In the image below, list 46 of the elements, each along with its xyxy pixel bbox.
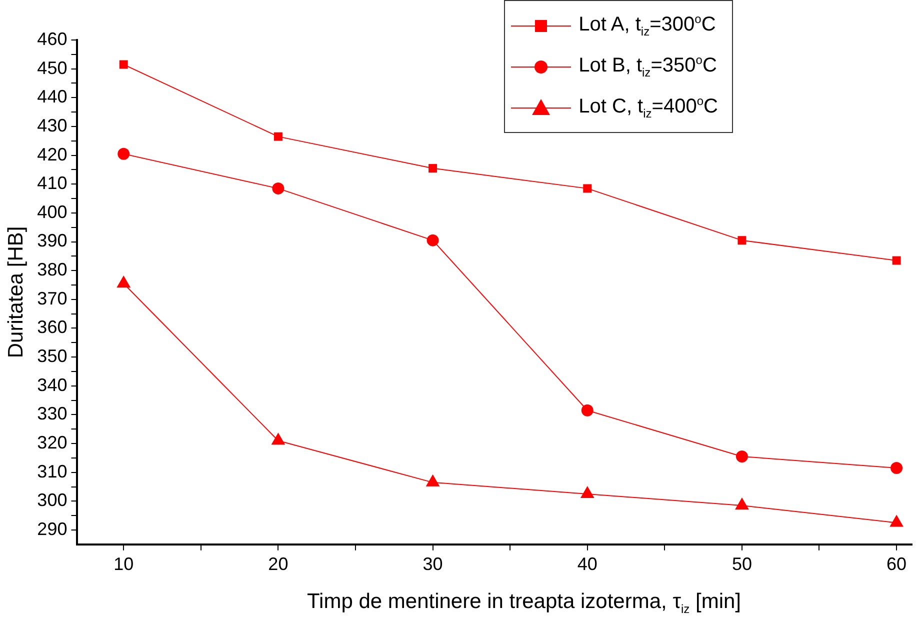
x-tick-label: 10 (114, 554, 134, 574)
y-tick-label: 290 (37, 518, 68, 539)
point (119, 60, 128, 69)
y-tick-label: 430 (37, 115, 68, 136)
y-tick-label: 410 (37, 173, 68, 194)
x-axis-title: Timp de mentinere in treapta izoterma, τ$_{iz}$ [min] (306, 590, 742, 616)
y-tick-label: 400 (37, 202, 68, 222)
x-tick-label: 20 (268, 554, 288, 574)
y-tick-label: 370 (37, 288, 68, 308)
point (735, 497, 749, 510)
x-tick-label: 50 (732, 554, 752, 574)
y-tick-label: 360 (37, 317, 68, 338)
y-tick-label: 320 (37, 432, 68, 452)
y-tick-label: 460 (37, 28, 68, 49)
legend-label: Lot C, t$_{iz}$=400$^{o}$C (578, 94, 718, 121)
x-tick-label: 60 (886, 554, 907, 574)
x-tick-label: 30 (422, 554, 443, 574)
point (890, 514, 904, 527)
y-tick-label: 310 (37, 461, 68, 482)
point (892, 256, 901, 265)
point (580, 486, 594, 498)
point (271, 432, 286, 445)
x-tick-label: 40 (577, 554, 598, 574)
y-tick-label: 420 (37, 144, 68, 164)
point (583, 184, 592, 193)
point (272, 182, 284, 194)
point (274, 132, 282, 141)
point (736, 450, 748, 462)
y-tick-label: 450 (37, 58, 68, 78)
point (116, 276, 131, 288)
y-tick-label: 440 (37, 86, 68, 107)
point (428, 164, 438, 173)
point (581, 404, 594, 416)
point (426, 474, 440, 486)
y-axis-title: Duritatea [HB] (4, 226, 28, 358)
point (118, 148, 130, 160)
y-tick-label: 350 (37, 346, 68, 366)
y-tick-label: 300 (37, 490, 68, 510)
point (738, 236, 746, 245)
y-tick-label: 340 (37, 374, 68, 395)
legend-label: Lot A, t$_{iz}$=300$^{o}$C (578, 12, 716, 39)
y-tick-label: 390 (37, 230, 68, 251)
y-tick-label: 330 (37, 404, 68, 424)
point (426, 234, 439, 246)
y-tick-label: 380 (37, 260, 68, 280)
legend-label: Lot B, t$_{iz}$=350$^{o}$C (578, 53, 717, 80)
